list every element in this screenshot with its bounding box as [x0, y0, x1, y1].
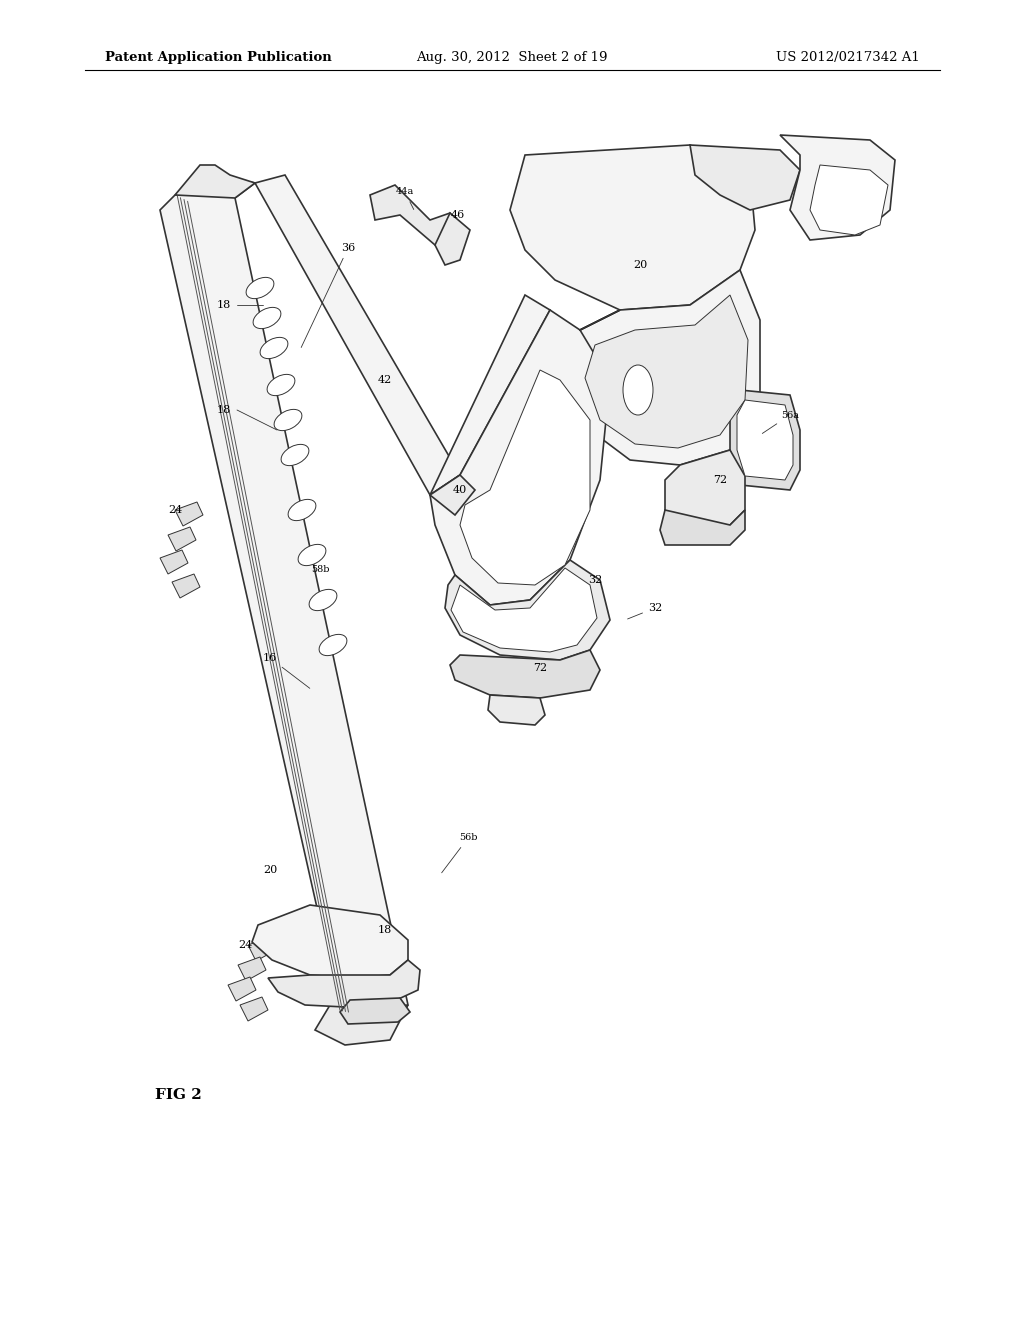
Text: 36: 36	[301, 243, 355, 347]
Polygon shape	[488, 696, 545, 725]
Text: 18: 18	[217, 300, 231, 310]
Polygon shape	[248, 937, 276, 961]
Text: 20: 20	[633, 260, 647, 271]
Text: 32: 32	[588, 576, 602, 585]
Text: 56a: 56a	[762, 411, 799, 433]
Polygon shape	[585, 294, 748, 447]
Text: 58b: 58b	[310, 565, 330, 574]
Polygon shape	[510, 145, 755, 310]
Polygon shape	[168, 527, 196, 550]
Text: US 2012/0217342 A1: US 2012/0217342 A1	[776, 51, 920, 65]
Polygon shape	[228, 977, 256, 1001]
Polygon shape	[450, 649, 600, 698]
Polygon shape	[315, 1005, 408, 1045]
Polygon shape	[460, 370, 590, 585]
Ellipse shape	[260, 338, 288, 359]
Text: 32: 32	[628, 603, 663, 619]
Ellipse shape	[253, 308, 281, 329]
Ellipse shape	[282, 445, 309, 466]
Text: 72: 72	[713, 475, 727, 484]
Text: 24: 24	[238, 940, 252, 950]
Text: FIG 2: FIG 2	[155, 1088, 202, 1102]
Polygon shape	[737, 400, 793, 480]
Polygon shape	[172, 574, 200, 598]
Text: 46: 46	[451, 210, 465, 220]
Text: 56b: 56b	[441, 833, 477, 873]
Polygon shape	[238, 957, 266, 981]
Ellipse shape	[298, 544, 326, 565]
Polygon shape	[160, 550, 188, 574]
Ellipse shape	[274, 409, 302, 430]
Text: 40: 40	[453, 484, 467, 495]
Polygon shape	[780, 135, 895, 240]
Text: 42: 42	[378, 375, 392, 385]
Polygon shape	[690, 145, 800, 210]
Polygon shape	[430, 475, 475, 515]
Polygon shape	[445, 560, 610, 660]
Ellipse shape	[623, 366, 653, 414]
Text: Patent Application Publication: Patent Application Publication	[105, 51, 332, 65]
Polygon shape	[430, 310, 620, 605]
Polygon shape	[810, 165, 888, 235]
Polygon shape	[268, 960, 420, 1007]
Polygon shape	[240, 997, 268, 1020]
Text: 44a: 44a	[396, 187, 414, 210]
Text: 72: 72	[532, 663, 547, 673]
Polygon shape	[175, 502, 203, 525]
Polygon shape	[252, 906, 408, 978]
Polygon shape	[430, 294, 550, 495]
Text: 20: 20	[263, 865, 278, 875]
Polygon shape	[160, 176, 408, 1020]
Polygon shape	[570, 271, 760, 465]
Polygon shape	[665, 450, 745, 525]
Ellipse shape	[288, 499, 315, 520]
Text: Aug. 30, 2012  Sheet 2 of 19: Aug. 30, 2012 Sheet 2 of 19	[416, 51, 608, 65]
Ellipse shape	[246, 277, 273, 298]
Polygon shape	[730, 389, 800, 490]
Polygon shape	[255, 176, 460, 495]
Polygon shape	[175, 165, 255, 198]
Polygon shape	[435, 213, 470, 265]
Ellipse shape	[309, 590, 337, 611]
Ellipse shape	[267, 375, 295, 396]
Ellipse shape	[319, 635, 347, 656]
Polygon shape	[660, 510, 745, 545]
Text: 16: 16	[263, 653, 310, 688]
Text: 24: 24	[168, 506, 182, 515]
Polygon shape	[451, 568, 597, 652]
Polygon shape	[370, 185, 460, 246]
Text: 18: 18	[217, 405, 231, 414]
Polygon shape	[340, 998, 410, 1024]
Text: 18: 18	[378, 925, 392, 935]
